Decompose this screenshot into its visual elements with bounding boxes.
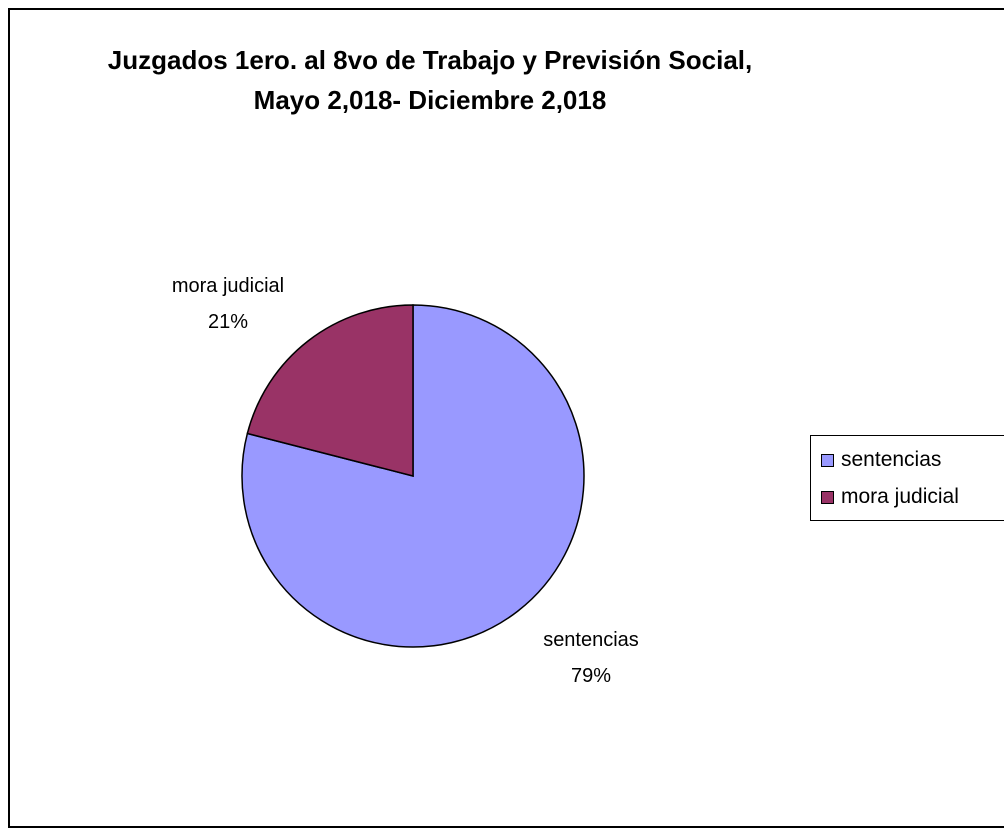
legend: sentencias mora judicial (810, 435, 1004, 521)
legend-item-sentencias: sentencias (821, 447, 941, 473)
chart-title-line-1: Juzgados 1ero. al 8vo de Trabajo y Previ… (107, 45, 753, 75)
legend-swatch-mora-judicial (821, 490, 834, 504)
chart-title: Juzgados 1ero. al 8vo de Trabajo y Previ… (0, 40, 860, 120)
slice-percent-mora-judicial: 21% (208, 311, 248, 333)
slice-label-sentencias: sentencias (543, 629, 639, 651)
pie-chart: sentencias 79% mora judicial 21% (172, 275, 639, 687)
legend-label-mora-judicial: mora judicial (841, 485, 959, 508)
pie-labels: sentencias 79% mora judicial 21% (172, 275, 639, 687)
legend-swatch-sentencias (821, 453, 834, 467)
pie-slice-mora-judicial (246, 304, 414, 477)
legend-item-mora-judicial: mora judicial (821, 484, 959, 510)
chart-title-line-2: Mayo 2,018- Diciembre 2,018 (253, 85, 607, 115)
pie-slices (241, 304, 585, 648)
legend-label-sentencias: sentencias (841, 448, 942, 471)
pie-slice-sentencias (241, 304, 585, 648)
slice-percent-sentencias: 79% (571, 665, 611, 687)
slice-label-mora-judicial: mora judicial (172, 275, 284, 297)
